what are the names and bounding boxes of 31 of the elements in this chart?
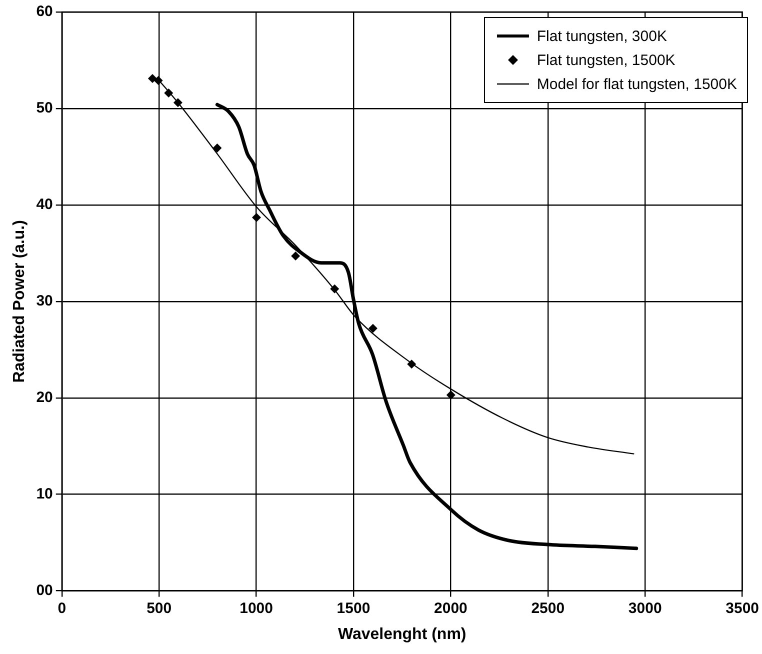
y-tick-label: 30 (36, 292, 53, 310)
point (173, 98, 182, 108)
point (164, 88, 174, 98)
point (154, 76, 163, 85)
point (148, 74, 157, 84)
x-tick-label: 1000 (240, 600, 273, 617)
y-tick-label: 20 (36, 389, 53, 406)
x-tick-label: 500 (146, 600, 172, 617)
y-tick-label: 40 (36, 196, 53, 214)
y-axis-title: Radiated Power (a.u.) (11, 220, 28, 383)
point (368, 324, 378, 333)
point (212, 144, 222, 153)
x-tick-label: 2500 (531, 600, 565, 617)
y-tick-label: 50 (36, 100, 53, 117)
y-tick-label: 00 (36, 582, 53, 599)
point (291, 252, 300, 261)
x-tick-label: 3000 (628, 600, 662, 617)
x-tick-label: 0 (58, 600, 66, 617)
x-tick-label: 3500 (726, 600, 760, 617)
y-tick-label: 60 (36, 3, 53, 20)
y-tick-label: 10 (36, 485, 53, 502)
x-tick-label: 1500 (336, 600, 370, 617)
point (330, 284, 340, 294)
legend-label: Flat tungsten, 300K (536, 28, 667, 44)
point (446, 390, 456, 400)
legend-label: Model for flat tungsten, 1500K (536, 76, 737, 92)
x-axis-title: Wavelenght (nm) (338, 626, 466, 643)
point (407, 360, 416, 369)
legend-label: Flat tungsten, 1500K (536, 52, 676, 68)
point (252, 212, 261, 222)
x-tick-label: 2000 (434, 600, 468, 617)
